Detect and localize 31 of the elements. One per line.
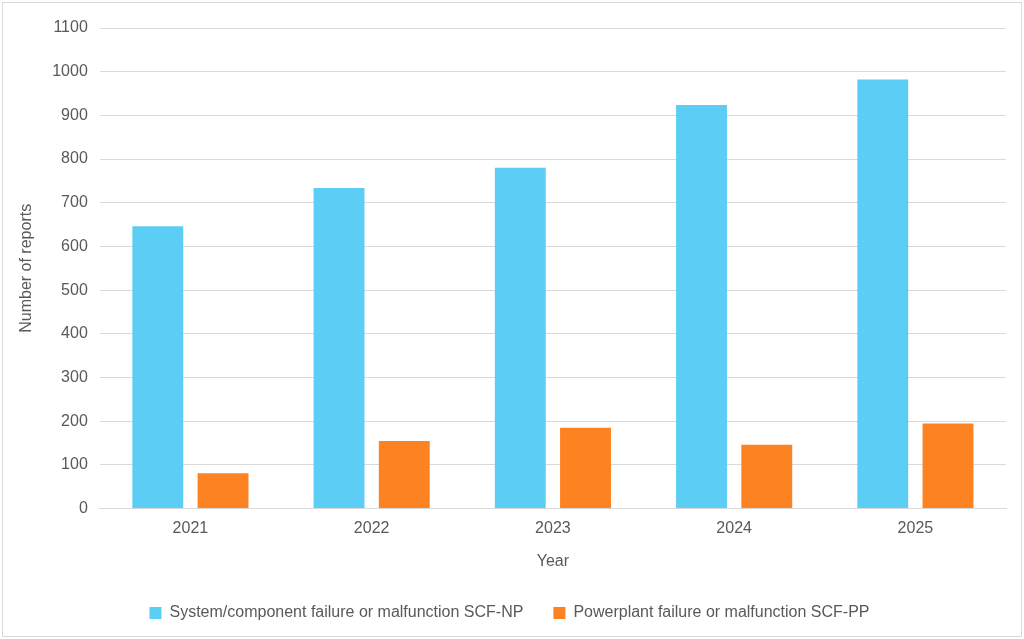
y-tick-label: 900	[61, 105, 88, 123]
bar	[494, 167, 546, 509]
y-tick-label: 1100	[53, 18, 88, 36]
y-axis-title: Number of reports	[17, 203, 35, 333]
y-tick-label: 800	[61, 149, 88, 167]
y-tick-label: 700	[61, 193, 88, 211]
x-tick-label: 2022	[353, 518, 390, 536]
y-tick-label: 300	[61, 367, 88, 385]
legend-label: System/component failure or malfunction SCF-NP	[169, 603, 524, 621]
y-tick-label: 1000	[52, 62, 88, 80]
x-tick-label: 2021	[172, 518, 209, 536]
bar	[378, 440, 430, 509]
y-tick-label: 100	[61, 455, 88, 473]
bar	[560, 427, 611, 509]
bar	[132, 226, 184, 509]
x-tick-label: 2025	[897, 518, 934, 536]
bar	[741, 444, 793, 509]
y-tick-label: 500	[61, 280, 88, 298]
y-tick-label: 200	[61, 411, 88, 429]
bar	[922, 423, 974, 509]
bar	[857, 79, 909, 509]
x-tick-label: 2024	[716, 518, 753, 536]
y-tick-label: 600	[61, 236, 88, 254]
x-tick-label: 2023	[535, 518, 571, 536]
legend-label: Powerplant failure or malfunction SCF-PP	[573, 603, 870, 621]
y-tick-label: 400	[61, 324, 88, 342]
x-axis-title: Year	[536, 551, 570, 569]
bar	[197, 473, 249, 509]
bar	[676, 104, 727, 509]
bar	[313, 187, 365, 509]
y-tick-label: 0	[78, 499, 88, 517]
